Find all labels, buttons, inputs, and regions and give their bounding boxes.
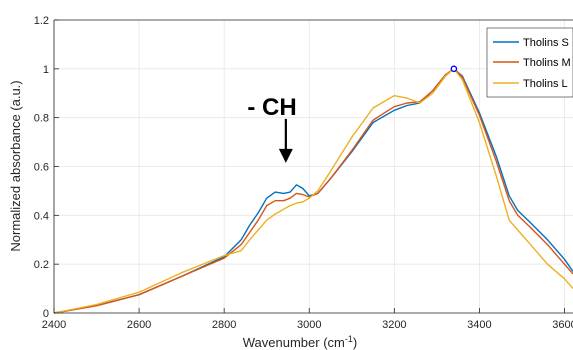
- axes: [53, 19, 573, 314]
- annotation-arrow-head: [278, 148, 293, 163]
- y-tick-label: 1.2: [34, 15, 49, 27]
- peak-marker: [450, 65, 458, 73]
- legend-label-s: Tholins S: [523, 37, 569, 49]
- series-line-1: [53, 68, 573, 314]
- y-tick-label: 0.4: [34, 210, 49, 222]
- x-tick-label: 2600: [127, 319, 151, 331]
- legend-label-l: Tholins L: [523, 78, 568, 90]
- series-line-2: [53, 68, 573, 314]
- x-axis-label-tail: ): [353, 335, 357, 350]
- y-tick-label: 0: [43, 308, 49, 320]
- y-tick-label: 0.6: [34, 162, 49, 174]
- peak-marker-point: [450, 65, 458, 73]
- annotation-arrow: [278, 118, 293, 163]
- x-axis-label-main: Wavenumber (cm: [243, 335, 345, 350]
- y-tick-labels: 0 0.2 0.4 0.6 0.8 1 1.2: [34, 15, 49, 320]
- series-lines: [53, 68, 573, 314]
- x-axis-label-superscript: -1: [345, 334, 353, 344]
- annotation-label: - CH: [247, 94, 296, 121]
- y-tick-label: 0.2: [34, 259, 49, 271]
- y-tick-label: 1: [43, 64, 49, 76]
- x-tick-label: 3200: [382, 319, 406, 331]
- x-tick-label: 3400: [467, 319, 491, 331]
- x-tick-label: 2800: [212, 319, 236, 331]
- x-tick-label: 3000: [297, 319, 321, 331]
- legend-label-m: Tholins M: [523, 57, 571, 69]
- y-tick-label: 0.8: [34, 113, 49, 125]
- legend: Tholins S Tholins M Tholins L: [486, 27, 573, 98]
- y-axis-label: Normalized absorbance (a.u.): [8, 80, 23, 251]
- x-tick-label: 2400: [42, 319, 66, 331]
- x-axis-label: Wavenumber (cm-1): [243, 334, 357, 350]
